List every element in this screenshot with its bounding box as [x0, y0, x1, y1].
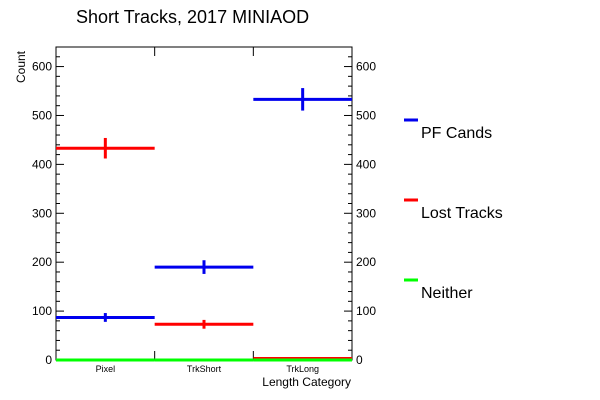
y-axis-right: 0 100 200 300 400 500 600 [344, 46, 376, 367]
y-tick-label-right: 200 [356, 255, 376, 269]
chart-title: Short Tracks, 2017 MINIAOD [76, 7, 309, 27]
y-tick-label-left: 500 [32, 108, 52, 122]
y-axis-left: 0 100 200 300 400 500 600 [32, 46, 64, 367]
y-tick-label-right: 100 [356, 304, 376, 318]
y-tick-label-left: 300 [32, 206, 52, 220]
x-tick-label: TrkShort [187, 364, 222, 374]
y-tick-label-right: 600 [356, 60, 376, 74]
x-axis-title: Length Category [262, 375, 351, 389]
series-lost-tracks [56, 137, 352, 361]
y-tick-label-left: 400 [32, 157, 52, 171]
y-tick-label-left: 0 [45, 353, 52, 367]
x-tick-label: TrkLong [286, 364, 319, 374]
y-tick-label-right: 400 [356, 157, 376, 171]
x-tick-label: Pixel [96, 364, 116, 374]
series-layer [56, 88, 352, 362]
series-pf-cands [56, 88, 352, 322]
y-tick-label-left: 600 [32, 60, 52, 74]
y-tick-label-right: 0 [356, 353, 363, 367]
y-axis-title: Count [14, 50, 28, 83]
plot-frame [55, 46, 353, 361]
y-tick-label-left: 200 [32, 255, 52, 269]
legend-label: Lost Tracks [421, 205, 503, 222]
y-tick-label-right: 500 [356, 108, 376, 122]
y-tick-label-right: 300 [356, 206, 376, 220]
legend-label: PF Cands [421, 125, 492, 142]
legend-label: Neither [421, 285, 473, 302]
y-tick-label-left: 100 [32, 304, 52, 318]
legend: PF Cands Lost Tracks Neither [404, 118, 503, 302]
